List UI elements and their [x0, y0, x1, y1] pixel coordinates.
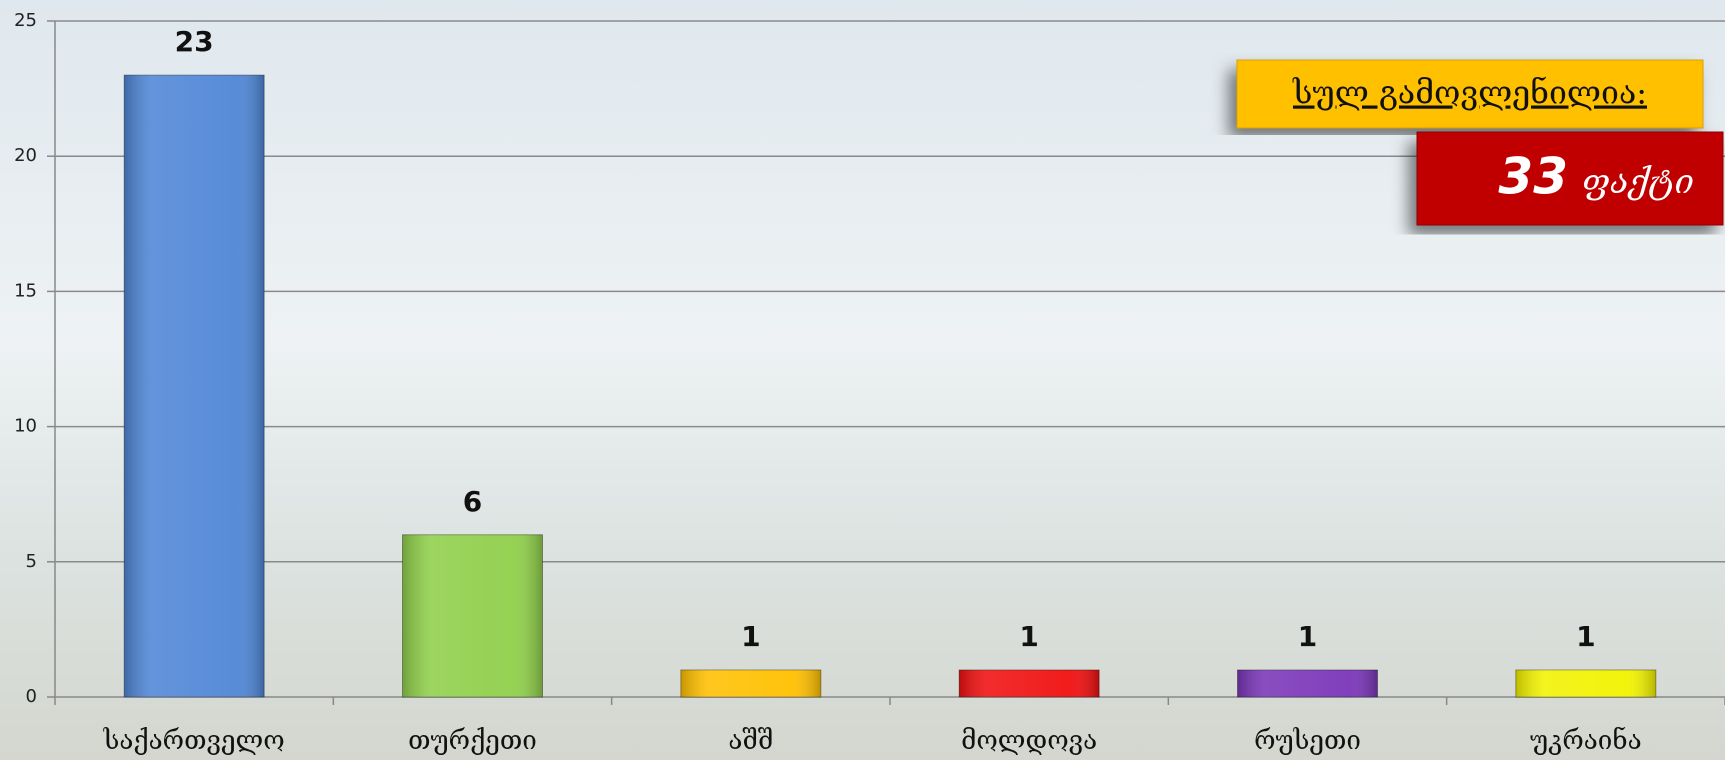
y-tick-label: 0	[26, 686, 37, 707]
x-tick-label: უკრაინა	[1530, 726, 1642, 756]
value-label: 1	[1298, 620, 1317, 653]
bar-shade	[124, 75, 265, 697]
y-tick-label: 25	[14, 10, 37, 31]
value-label: 6	[463, 485, 482, 518]
x-tick-label: მოლდოვა	[961, 726, 1097, 756]
value-label: 1	[741, 620, 760, 653]
total-label-box	[1236, 59, 1704, 129]
x-tick-label: საქართველო	[103, 726, 285, 756]
y-tick-label: 10	[14, 416, 37, 437]
value-label: 1	[1019, 620, 1038, 653]
bar-shade	[680, 669, 821, 697]
y-tick-label: 15	[14, 280, 37, 301]
y-tick-label: 20	[14, 145, 37, 166]
total-value: 33	[1498, 148, 1568, 206]
total-box	[1416, 131, 1724, 226]
bar-shade	[402, 534, 543, 697]
y-tick-label: 5	[26, 551, 37, 572]
x-tick-label: რუსეთი	[1254, 726, 1361, 756]
value-label: 23	[175, 25, 214, 58]
bar-shade	[1237, 669, 1378, 697]
x-tick-label: თურქეთი	[408, 726, 537, 756]
value-label: 1	[1576, 620, 1595, 653]
total-label: სულ გამოვლენილია:	[1292, 74, 1647, 112]
x-tick-label: აშშ	[728, 726, 773, 756]
bar-shade	[1515, 669, 1656, 697]
bar-shade	[959, 669, 1100, 697]
total-unit: ფაქტი	[1582, 162, 1694, 202]
